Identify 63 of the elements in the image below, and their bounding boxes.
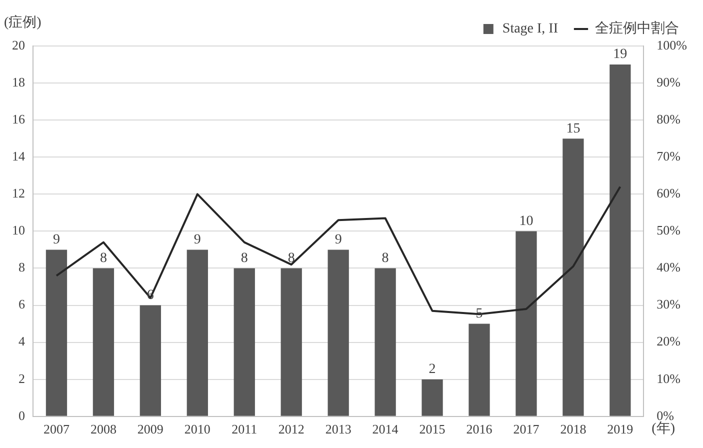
y2-tick-label: 70% bbox=[656, 148, 681, 164]
y2-tick-label: 0% bbox=[656, 408, 674, 423]
bar bbox=[562, 138, 584, 416]
data-label: 9 bbox=[194, 232, 201, 248]
y-tick-label: 12 bbox=[12, 186, 25, 201]
x-tick-label: 2018 bbox=[560, 422, 586, 437]
y-tick-label: 4 bbox=[18, 334, 26, 349]
bar bbox=[280, 268, 302, 416]
x-tick-label: 2015 bbox=[419, 422, 446, 437]
bar bbox=[610, 64, 631, 416]
bar bbox=[328, 250, 349, 416]
y2-tick-label: 60% bbox=[656, 186, 681, 201]
y2-tick-label: 30% bbox=[656, 296, 681, 312]
data-label: 10 bbox=[519, 214, 534, 229]
x-tick-label: 2017 bbox=[513, 422, 540, 437]
data-label: 9 bbox=[334, 232, 342, 248]
bar bbox=[516, 231, 537, 416]
y-tick-label: 6 bbox=[18, 296, 26, 312]
legend-label: Stage I, II bbox=[502, 22, 558, 37]
bar bbox=[46, 250, 68, 416]
y2-tick-label: 20% bbox=[656, 334, 681, 349]
x-axis-title: (年) bbox=[652, 420, 676, 437]
legend-label: 全症例中割合 bbox=[595, 20, 679, 37]
y-tick-label: 20 bbox=[12, 37, 25, 52]
y-tick-label: 14 bbox=[12, 148, 26, 164]
x-tick-label: 2009 bbox=[137, 422, 164, 437]
x-tick-label: 2013 bbox=[325, 422, 352, 437]
y-tick-label: 18 bbox=[12, 74, 25, 90]
bar bbox=[92, 268, 114, 416]
x-tick-label: 2016 bbox=[466, 422, 493, 437]
y2-tick-label: 90% bbox=[656, 74, 681, 90]
x-tick-label: 2008 bbox=[90, 422, 116, 437]
data-label: 2 bbox=[428, 362, 436, 378]
data-label: 8 bbox=[240, 250, 248, 266]
bar bbox=[468, 324, 490, 416]
data-label: 8 bbox=[100, 250, 107, 266]
bar bbox=[186, 250, 208, 416]
data-label: 19 bbox=[613, 47, 628, 62]
data-label: 9 bbox=[52, 232, 60, 248]
y2-tick-label: 80% bbox=[656, 112, 681, 126]
y2-tick-label: 50% bbox=[656, 222, 681, 238]
y-tick-label: 8 bbox=[18, 260, 25, 275]
data-label: 15 bbox=[566, 121, 580, 136]
y2-tick-label: 10% bbox=[656, 370, 681, 386]
bar bbox=[140, 305, 162, 416]
x-tick-label: 2014 bbox=[372, 422, 399, 437]
bar bbox=[234, 268, 255, 416]
y-tick-label: 16 bbox=[12, 112, 26, 126]
data-label: 8 bbox=[382, 250, 389, 266]
y-tick-label: 0 bbox=[18, 408, 25, 423]
x-tick-label: 2007 bbox=[43, 422, 70, 437]
y-tick-label: 2 bbox=[18, 370, 25, 386]
y2-tick-label: 100% bbox=[656, 37, 688, 52]
data-label: 8 bbox=[288, 250, 295, 266]
y-axis-title: (症例) bbox=[4, 14, 42, 31]
x-tick-label: 2010 bbox=[184, 422, 210, 437]
x-tick-label: 2011 bbox=[232, 422, 258, 437]
x-tick-label: 2012 bbox=[278, 422, 304, 437]
x-tick-label: 2019 bbox=[607, 422, 634, 437]
bar bbox=[374, 268, 396, 416]
y-tick-label: 10 bbox=[12, 222, 25, 238]
bar bbox=[422, 379, 443, 416]
y2-tick-label: 40% bbox=[656, 260, 681, 275]
